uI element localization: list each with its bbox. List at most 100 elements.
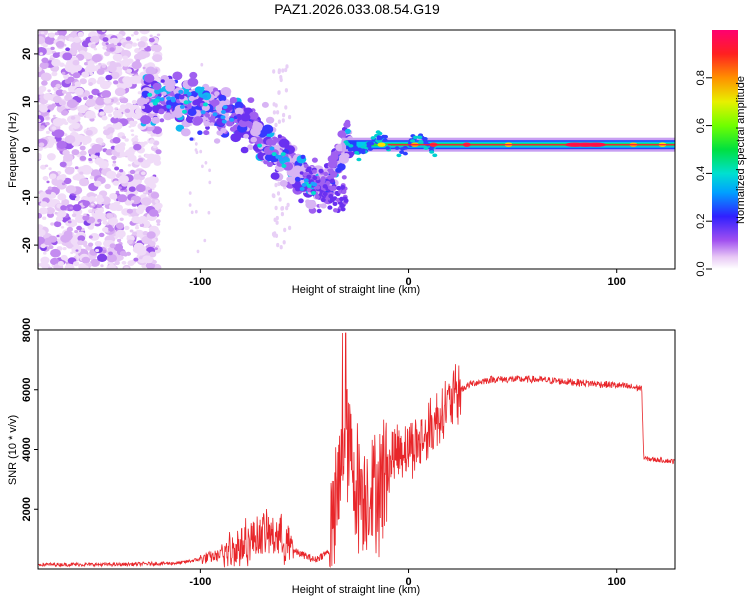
noise-blob [75,135,83,142]
noise-blob [115,222,125,230]
noise-blob [106,264,117,269]
ridge-blob [189,137,194,141]
ridge-blob [344,128,351,134]
y-tick-label: 10 [21,96,33,108]
noise-blob [125,251,131,256]
noise-blob [52,117,64,127]
noise-blob [98,232,105,238]
y-tick-label: -20 [21,237,33,253]
noise-blob [63,133,68,137]
ridge-core [186,91,192,96]
noise-blob [137,204,146,211]
ridge-core [152,101,158,106]
noise-blob [43,92,53,101]
ridge-blob [332,201,338,206]
noise-blob [68,37,74,42]
colorbar-tick-label: 0.8 [695,70,707,85]
snr-x-ticks: -100 0 100 [189,569,626,588]
noise-blob [60,254,68,261]
ridge-blob [247,97,255,103]
ridge-blob [214,91,220,96]
ridge-blob [240,113,251,122]
noise-blob [53,129,65,138]
band-wiggle [347,148,353,152]
ridge-blob [243,133,250,139]
y-tick-label: 20 [21,48,33,60]
noise-blob [101,115,108,121]
noise-blob [53,221,62,228]
noise-blob [39,105,48,113]
noise-blob [51,58,61,67]
noise-blob [114,166,120,171]
noise-blob [131,99,137,105]
noise-blob [38,197,43,202]
noise-blob [131,61,142,70]
noise-blob [112,180,120,186]
ridge-core [221,109,226,114]
noise-blob [188,203,192,207]
noise-blob [113,243,124,252]
noise-blob [55,83,61,89]
noise-blob [88,157,93,162]
noise-blob [42,176,49,181]
ridge-blob [320,197,326,203]
noise-blob [124,149,135,158]
band-wiggle [375,130,381,134]
noise-blob [52,114,56,118]
noise-blob [139,30,150,35]
ridge-blob [340,185,346,190]
noise-blob [38,142,45,148]
snr-series-line [38,332,675,568]
noise-blob [76,225,82,231]
noise-blob [91,203,94,206]
noise-blob [95,97,106,106]
band-wiggle [367,147,373,151]
ridge-blob [270,172,280,180]
noise-blob [88,242,94,247]
noise-blob [79,145,86,151]
noise-blob [102,220,108,225]
noise-blob [77,106,83,111]
colorbar-tick-label: 0.0 [695,261,707,276]
ridge-blob [157,108,165,115]
ridge-core [257,143,263,148]
noise-blob [140,171,146,176]
noise-blob [120,49,132,59]
noise-blob [115,190,120,194]
noise-blob [94,240,102,247]
noise-blob [55,40,65,48]
ridge-blob [316,208,322,214]
noise-blob [107,217,119,226]
ridge-blob [266,161,273,167]
noise-blob [150,192,160,199]
x-tick-label: 0 [405,276,411,288]
ridge-blob [201,104,210,112]
noise-blob [208,168,212,173]
ridge-blob [144,73,155,83]
noise-blob [61,182,66,186]
noise-blob [149,139,155,144]
ridge-blob [294,176,301,182]
band-wiggle [356,157,362,162]
noise-blob [148,240,156,247]
ridge-blob [329,178,335,183]
noise-blob [103,97,112,104]
x-tick-label: -100 [189,576,211,588]
noise-blob [103,126,108,130]
noise-blob [120,104,127,110]
noise-blob [48,137,57,144]
noise-blob [74,87,84,96]
noise-blob [201,164,204,169]
noise-blob [48,167,52,171]
noise-blob [154,202,163,209]
noise-blob [131,42,138,47]
noise-blob [135,224,139,227]
noise-blob [123,266,130,269]
noise-blob [114,87,126,97]
noise-blob [54,211,58,215]
noise-blob [71,213,77,218]
ridge-blob [306,187,312,193]
ridge-blob [289,179,296,185]
ridge-blob [185,115,195,124]
noise-blob [150,44,159,51]
